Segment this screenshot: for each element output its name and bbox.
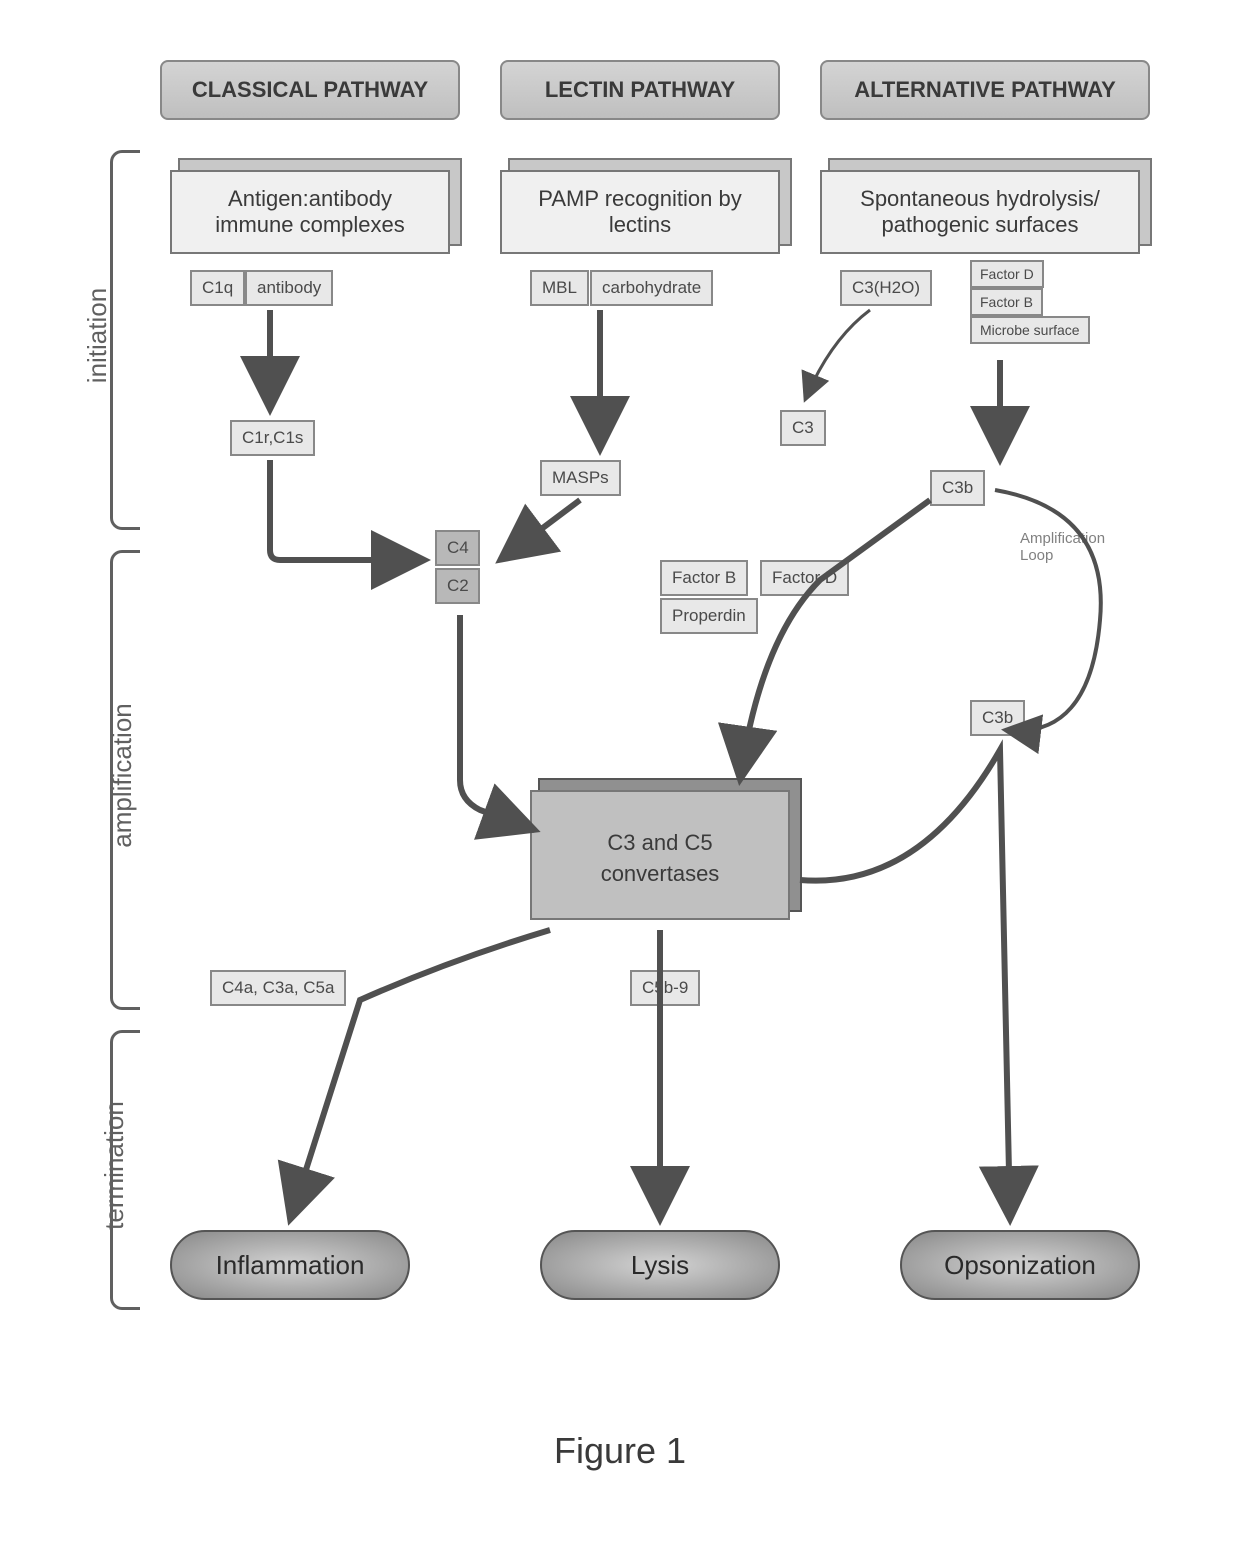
outcome-lysis: Lysis xyxy=(540,1230,780,1300)
header-lectin: LECTIN PATHWAY xyxy=(500,60,780,120)
label-c4a-c3a-c5a: C4a, C3a, C5a xyxy=(210,970,346,1006)
label-factorB: Factor B xyxy=(970,288,1043,316)
label-microbe: Microbe surface xyxy=(970,316,1090,344)
box-alt-init: Spontaneous hydrolysis/pathogenic surfac… xyxy=(820,170,1140,254)
label-c1q: C1q xyxy=(190,270,245,306)
label-c3: C3 xyxy=(780,410,826,446)
phase-label-initiation: initiation xyxy=(82,288,113,383)
label-c5b9: C5b-9 xyxy=(630,970,700,1006)
complement-pathway-diagram: initiation amplification termination CLA… xyxy=(100,60,1180,1380)
phase-label-termination: termination xyxy=(99,1101,130,1230)
label-properdin: Properdin xyxy=(660,598,758,634)
phase-label-amplification: amplification xyxy=(107,703,138,848)
figure-caption: Figure 1 xyxy=(0,1430,1240,1472)
label-c1rc1s: C1r,C1s xyxy=(230,420,315,456)
label-carbohydrate: carbohydrate xyxy=(590,270,713,306)
label-masps: MASPs xyxy=(540,460,621,496)
box-convertases: C3 and C5convertases xyxy=(530,790,790,920)
outcome-opsonization: Opsonization xyxy=(900,1230,1140,1300)
label-antibody: antibody xyxy=(245,270,333,306)
header-alternative: ALTERNATIVE PATHWAY xyxy=(820,60,1150,120)
note-amp-loop: AmplificationLoop xyxy=(1020,530,1105,564)
label-c2: C2 xyxy=(435,568,480,604)
label-c3h2o: C3(H2O) xyxy=(840,270,932,306)
label-factorB2: Factor B xyxy=(660,560,748,596)
label-c3b-top: C3b xyxy=(930,470,985,506)
box-classical-init: Antigen:antibodyimmune complexes xyxy=(170,170,450,254)
label-c4: C4 xyxy=(435,530,480,566)
outcome-inflammation: Inflammation xyxy=(170,1230,410,1300)
label-c3b-bottom: C3b xyxy=(970,700,1025,736)
box-lectin-init: PAMP recognition bylectins xyxy=(500,170,780,254)
header-classical: CLASSICAL PATHWAY xyxy=(160,60,460,120)
label-mbl: MBL xyxy=(530,270,589,306)
label-factorD: Factor D xyxy=(970,260,1044,288)
brace-initiation xyxy=(110,150,140,530)
label-factorD2: Factor D xyxy=(760,560,849,596)
